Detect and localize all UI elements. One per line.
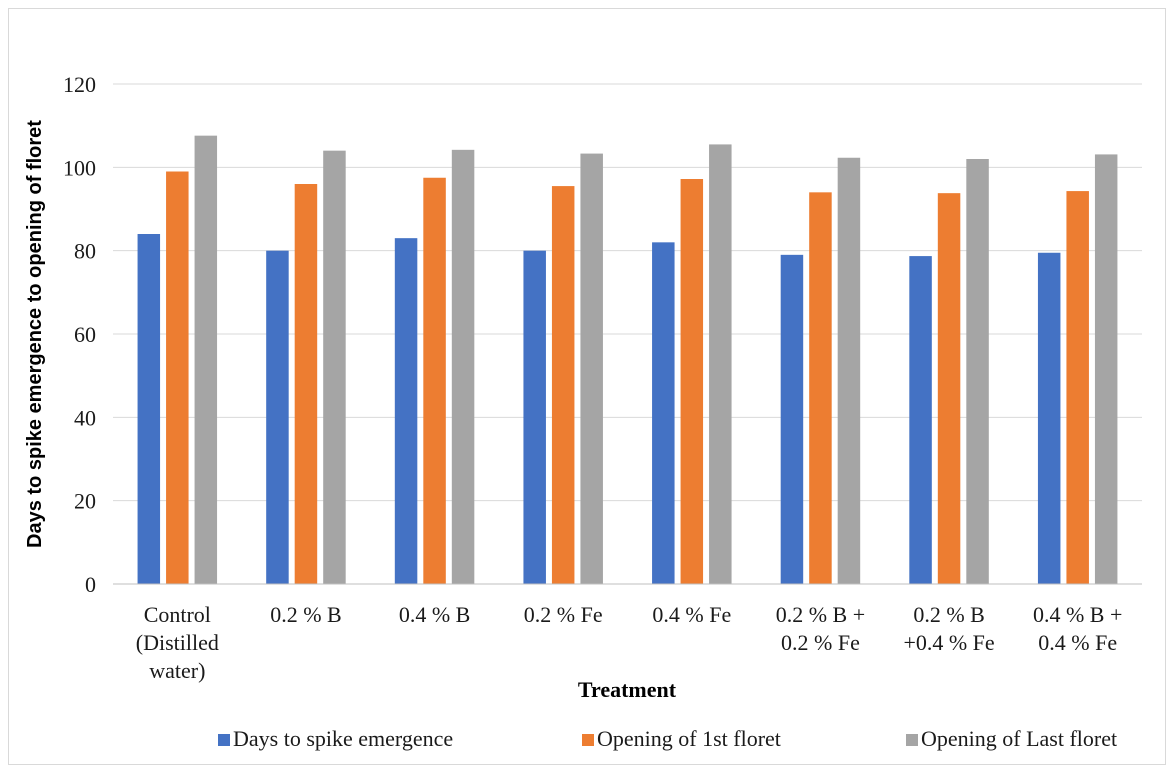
legend-swatch	[582, 734, 594, 746]
x-tick-label: Control (Distilled water)	[136, 602, 219, 683]
bar-first-floret	[551, 186, 575, 585]
legend-item: Days to spike emergence	[218, 726, 453, 751]
x-axis-title: Treatment	[578, 677, 677, 702]
y-tick-label: 60	[74, 322, 96, 347]
bar-last-floret	[709, 144, 732, 584]
bar-last-floret	[451, 149, 475, 585]
y-axis-title: Days to spike emergence to opening of fl…	[24, 120, 46, 548]
bar-first-floret	[1066, 191, 1089, 585]
legend-label: Opening of 1st floret	[597, 726, 781, 751]
legend-label: Opening of Last floret	[921, 726, 1117, 751]
legend-item: Opening of Last floret	[906, 726, 1117, 751]
bar-spike-emergence	[137, 234, 161, 584]
bar-last-floret	[194, 135, 218, 584]
bar-spike-emergence	[266, 250, 289, 584]
bar-first-floret	[294, 184, 318, 584]
legend: Days to spike emergence Opening of 1st fl…	[218, 726, 1117, 751]
y-tick-label: 20	[74, 489, 96, 514]
y-tick-label: 80	[74, 239, 96, 264]
bar-spike-emergence	[523, 250, 546, 584]
x-tick-label: 0.4 % B +0.4 % Fe	[1033, 602, 1122, 655]
x-tick-label: 0.2 % B +0.4 % Fe	[903, 602, 994, 655]
bar-first-floret	[166, 171, 189, 584]
legend-label: Days to spike emergence	[233, 726, 453, 751]
legend-swatch	[218, 734, 230, 746]
bar-spike-emergence	[909, 256, 932, 584]
bar-first-floret	[680, 179, 704, 584]
bar-spike-emergence	[652, 242, 675, 585]
x-tick-label: 0.4 % Fe	[652, 602, 731, 627]
y-tick-label: 0	[85, 572, 96, 597]
x-tick-label: 0.2 % Fe	[524, 602, 603, 627]
bar-last-floret	[966, 159, 989, 584]
x-tick-label: 0.2 % B +0.2 % Fe	[776, 602, 865, 655]
bar-first-floret	[809, 192, 832, 585]
bars	[137, 135, 1118, 585]
bar-spike-emergence	[394, 238, 418, 584]
bar-last-floret	[580, 153, 603, 585]
axes: 0 20 40 60 80 100 120 Control (Distilled water) 0.…	[63, 72, 1142, 683]
y-tick-label: 100	[63, 155, 96, 180]
bar-first-floret	[937, 193, 961, 584]
bar-first-floret	[423, 177, 446, 584]
x-tick-label: 0.4 % B	[399, 602, 471, 627]
legend-item: Opening of 1st floret	[582, 726, 781, 751]
bar-last-floret	[323, 150, 346, 584]
x-tick-label: 0.2 % B	[270, 602, 342, 627]
y-tick-label: 120	[63, 72, 96, 97]
bar-last-floret	[1094, 154, 1118, 584]
bar-spike-emergence	[1037, 252, 1061, 584]
bar-last-floret	[837, 157, 861, 584]
bar-spike-emergence	[780, 254, 804, 585]
y-tick-label: 40	[74, 405, 96, 430]
legend-swatch	[906, 734, 918, 746]
